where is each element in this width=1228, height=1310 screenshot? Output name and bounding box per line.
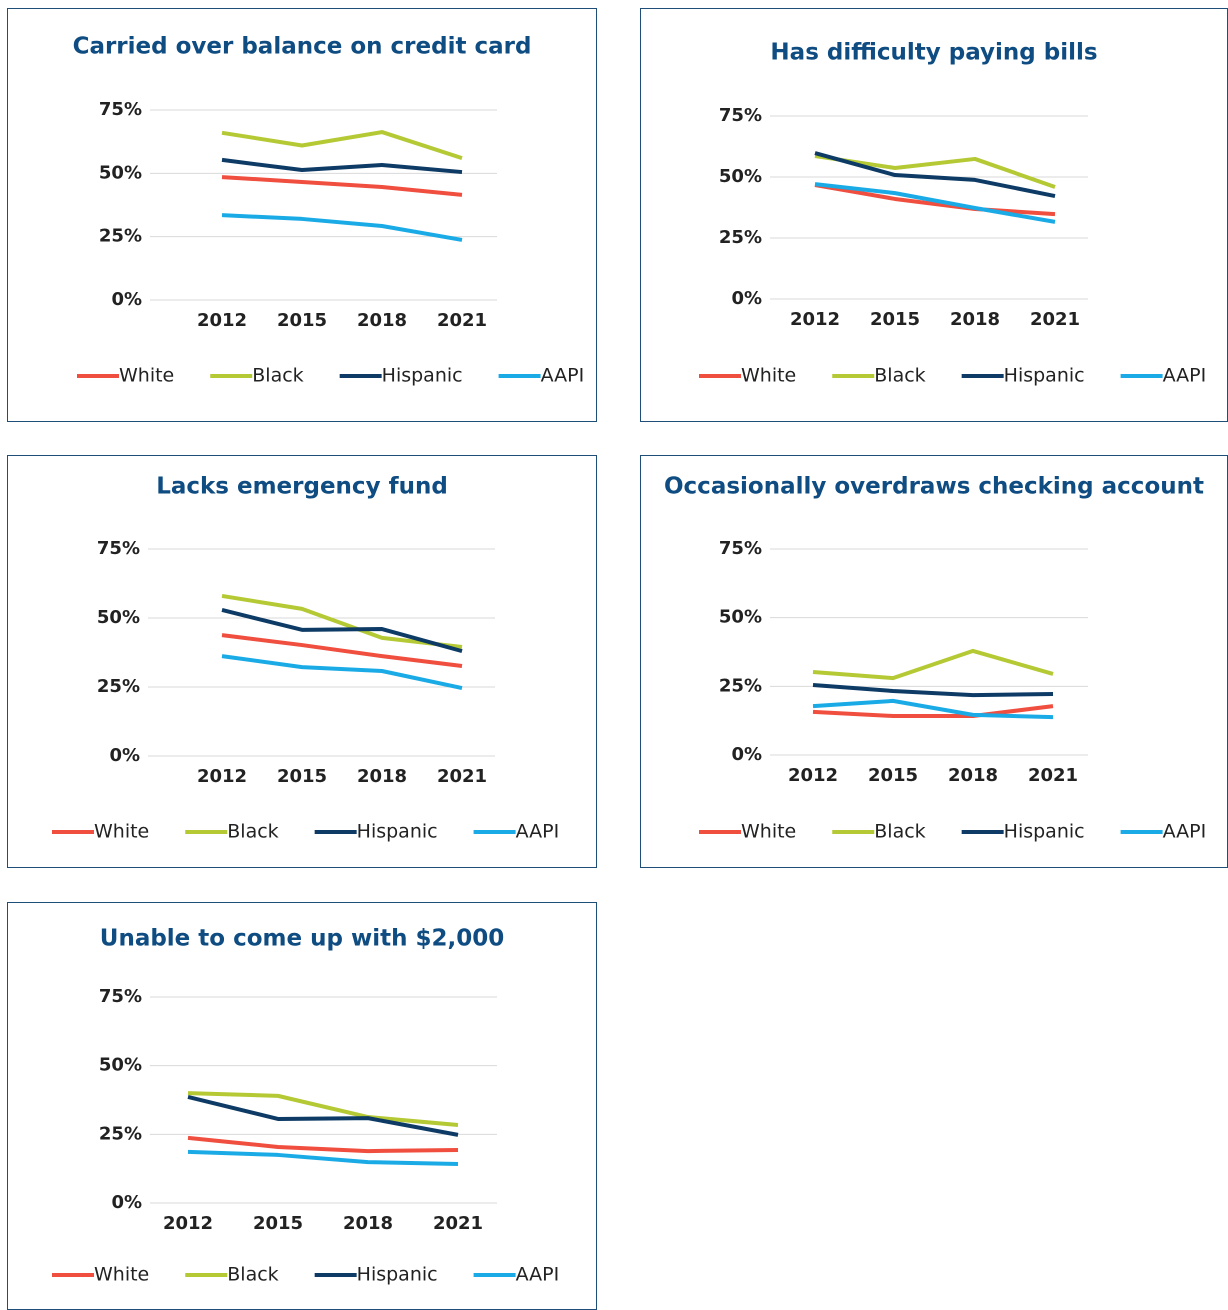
- x-tick-label: 2015: [277, 766, 327, 787]
- y-tick-label: 25%: [719, 675, 762, 696]
- y-tick-label: 0%: [111, 1192, 142, 1213]
- data-line: [187, 1149, 459, 1166]
- chart-title: Occasionally overdraws checking account: [664, 474, 1204, 500]
- panel-border: [7, 902, 597, 1310]
- data-line: [812, 648, 1054, 681]
- chart-title: Carried over balance on credit card: [73, 34, 532, 60]
- legend-label: White: [119, 365, 174, 387]
- y-tick-label: 50%: [719, 166, 762, 187]
- data-line: [812, 682, 1054, 698]
- chart-title: Has difficulty paying bills: [770, 40, 1097, 66]
- x-tick-label: 2018: [357, 310, 407, 331]
- chart-title: Lacks emergency fund: [156, 474, 448, 500]
- data-line: [187, 1135, 459, 1154]
- legend-label: Black: [227, 821, 278, 843]
- data-line: [814, 182, 1056, 224]
- legend-label: AAPI: [541, 365, 585, 387]
- x-tick-label: 2015: [253, 1213, 303, 1234]
- x-tick-label: 2021: [1028, 765, 1078, 786]
- legend-label: Hispanic: [1004, 365, 1085, 387]
- y-tick-label: 25%: [99, 226, 142, 247]
- data-line: [814, 151, 1056, 198]
- data-line: [221, 175, 463, 197]
- legend-label: Black: [874, 365, 925, 387]
- y-tick-label: 50%: [97, 607, 140, 628]
- x-tick-label: 2018: [357, 766, 407, 787]
- legend-label: White: [741, 821, 796, 843]
- legend-label: AAPI: [516, 1264, 560, 1286]
- panel-border: [7, 455, 597, 868]
- legend-label: Hispanic: [1004, 821, 1085, 843]
- chart-title: Unable to come up with $2,000: [100, 926, 504, 952]
- x-tick-label: 2012: [163, 1213, 213, 1234]
- x-tick-label: 2018: [343, 1213, 393, 1234]
- data-line: [221, 654, 463, 691]
- y-tick-label: 25%: [97, 676, 140, 697]
- data-line: [812, 698, 1054, 720]
- y-tick-label: 75%: [97, 538, 140, 559]
- y-tick-label: 50%: [719, 607, 762, 628]
- data-line: [221, 213, 463, 242]
- x-tick-label: 2015: [870, 309, 920, 330]
- panel-border: [7, 8, 597, 422]
- x-tick-label: 2021: [433, 1213, 483, 1234]
- x-tick-label: 2018: [948, 765, 998, 786]
- data-line: [221, 633, 463, 669]
- x-tick-label: 2012: [788, 765, 838, 786]
- data-line: [221, 593, 463, 649]
- y-tick-label: 0%: [111, 289, 142, 310]
- y-tick-label: 75%: [719, 105, 762, 126]
- legend-label: Hispanic: [357, 1264, 438, 1286]
- y-tick-label: 75%: [719, 538, 762, 559]
- y-tick-label: 75%: [99, 99, 142, 120]
- x-tick-label: 2012: [790, 309, 840, 330]
- data-line: [814, 183, 1056, 217]
- legend-label: Hispanic: [382, 365, 463, 387]
- y-tick-label: 25%: [99, 1123, 142, 1144]
- y-tick-label: 50%: [99, 162, 142, 183]
- y-tick-label: 0%: [109, 745, 140, 766]
- panel-border: [640, 455, 1228, 868]
- x-tick-label: 2018: [950, 309, 1000, 330]
- x-tick-label: 2021: [437, 766, 487, 787]
- y-tick-label: 0%: [731, 744, 762, 765]
- y-tick-label: 25%: [719, 227, 762, 248]
- legend-label: Hispanic: [357, 821, 438, 843]
- data-line: [812, 704, 1054, 718]
- legend-label: White: [94, 821, 149, 843]
- data-line: [814, 154, 1056, 189]
- y-tick-label: 0%: [731, 288, 762, 309]
- x-tick-label: 2015: [277, 310, 327, 331]
- legend-label: Black: [874, 821, 925, 843]
- data-line: [221, 157, 463, 175]
- legend-label: Black: [227, 1264, 278, 1286]
- x-tick-label: 2021: [437, 310, 487, 331]
- legend-label: AAPI: [1163, 365, 1207, 387]
- legend-label: White: [94, 1264, 149, 1286]
- x-tick-label: 2015: [868, 765, 918, 786]
- data-line: [187, 1091, 459, 1127]
- data-line: [221, 130, 463, 161]
- legend-label: White: [741, 365, 796, 387]
- legend-label: AAPI: [516, 821, 560, 843]
- legend-label: AAPI: [1163, 821, 1207, 843]
- x-tick-label: 2012: [197, 766, 247, 787]
- legend-label: Black: [252, 365, 303, 387]
- x-tick-label: 2012: [197, 310, 247, 331]
- data-line: [221, 608, 463, 654]
- data-line: [187, 1095, 459, 1137]
- y-tick-label: 75%: [99, 986, 142, 1007]
- y-tick-label: 50%: [99, 1055, 142, 1076]
- panel-border: [640, 8, 1228, 422]
- x-tick-label: 2021: [1030, 309, 1080, 330]
